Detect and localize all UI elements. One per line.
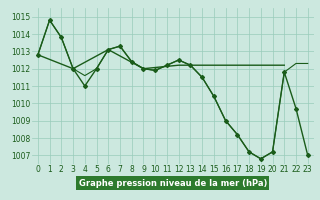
X-axis label: Graphe pression niveau de la mer (hPa): Graphe pression niveau de la mer (hPa) xyxy=(79,179,267,188)
